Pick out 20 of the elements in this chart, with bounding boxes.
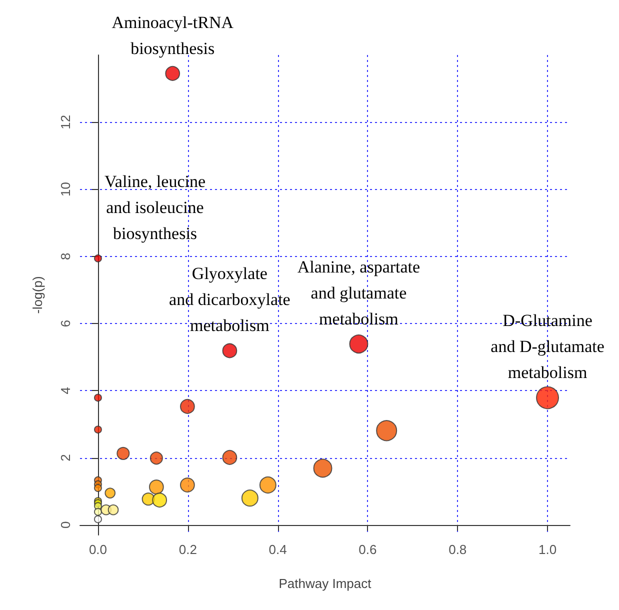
x-axis-title: Pathway Impact (278, 576, 372, 591)
y-tick-label: 8 (58, 252, 73, 260)
annotation: Aminoacyl-tRNA biosynthesis (112, 12, 234, 58)
x-tick-label: 0.0 (88, 542, 108, 557)
x-tick-label: 0.2 (178, 542, 197, 557)
y-tick-label: 4 (58, 387, 73, 394)
x-tick-label: 1.0 (538, 542, 557, 557)
y-axis-title: -log(p) (30, 276, 45, 314)
y-tick-label: 12 (58, 114, 73, 130)
annotation: Alanine, aspartate and glutamate metabolism (297, 258, 420, 329)
y-tick-label: 6 (58, 320, 73, 328)
x-tick-label: 0.4 (268, 542, 287, 557)
annotation: Valine, leucine and isoleucine biosynthesis (104, 172, 206, 243)
x-tick-label: 0.8 (448, 542, 467, 557)
x-tick-label: 0.6 (358, 542, 377, 557)
annotation: Glyoxylate and dicarboxylate metabolism (169, 264, 290, 336)
y-tick-label: 0 (58, 521, 73, 529)
y-tick-label: 2 (58, 454, 73, 462)
annotation: D-Glutamine and D-glutamate metabolism (490, 311, 604, 382)
y-tick-label: 10 (58, 182, 73, 196)
